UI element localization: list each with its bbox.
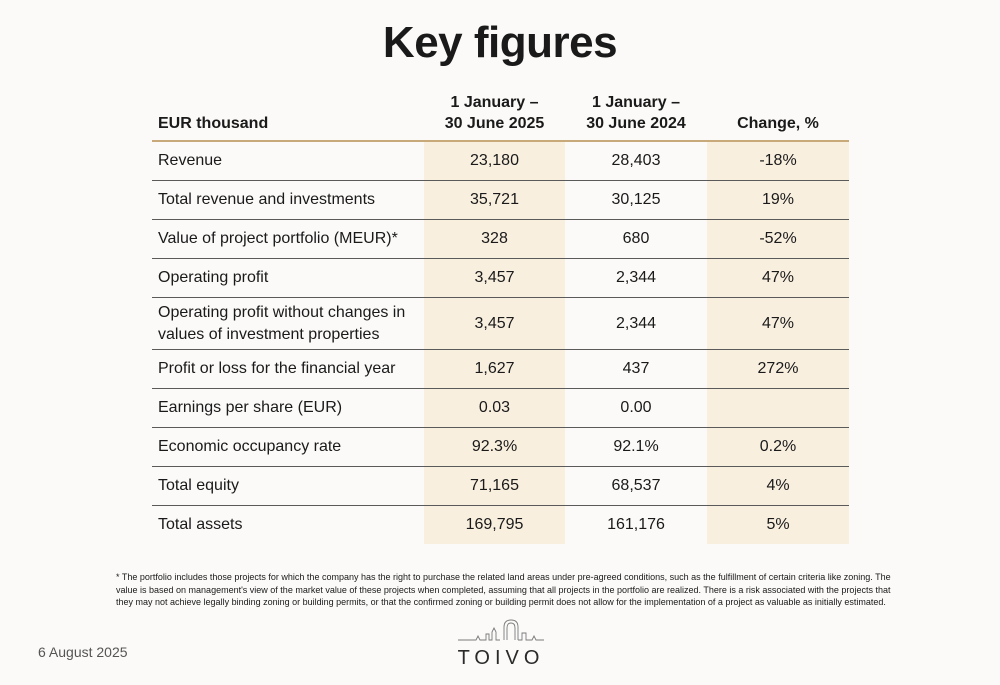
value-change: 272% <box>707 349 849 389</box>
value-change: 47% <box>707 258 849 298</box>
presentation-date: 6 August 2025 <box>38 644 128 660</box>
row-label: Total assets <box>158 516 243 533</box>
table-row: Value of project portfolio (MEUR)* 328 680… <box>152 219 849 259</box>
table-row: Operating profit without changes in valu… <box>152 297 849 350</box>
page-title: Key figures <box>382 18 618 67</box>
value-2025: 3,457 <box>424 258 565 298</box>
header-change: Change, % <box>707 88 849 142</box>
value-2024: 2,344 <box>565 258 707 298</box>
value-2024: 2,344 <box>565 297 707 350</box>
value-2024: 161,176 <box>607 516 665 533</box>
table-row: Profit or loss for the financial year 1,6… <box>152 349 849 389</box>
row-label: Operating profit <box>152 258 424 298</box>
value-2024: 437 <box>565 349 707 389</box>
value-change <box>707 388 849 428</box>
header-unit: EUR thousand <box>152 88 424 142</box>
header-2025: 1 January –30 June 2025 <box>424 88 565 142</box>
row-label: Economic occupancy rate <box>152 427 424 467</box>
value-2025: 3,457 <box>424 297 565 350</box>
row-label: Value of project portfolio (MEUR)* <box>152 219 424 259</box>
value-change: -18% <box>707 141 849 181</box>
value-2025: 92.3% <box>424 427 565 467</box>
value-change: 47% <box>707 297 849 350</box>
value-2024: 28,403 <box>565 141 707 181</box>
row-label: Total revenue and investments <box>152 180 424 220</box>
key-figures-table: EUR thousand 1 January –30 June 2025 1 J… <box>152 88 849 544</box>
table-row: Total revenue and investments 35,721 30,12… <box>152 180 849 220</box>
row-label: Total equity <box>152 466 424 506</box>
value-2024: 68,537 <box>565 466 707 506</box>
value-change: 19% <box>707 180 849 220</box>
table-row: Earnings per share (EUR) 0.03 0.00 <box>152 388 849 428</box>
row-label: Operating profit without changes in valu… <box>152 297 424 350</box>
value-2025: 71,165 <box>424 466 565 506</box>
value-2024: 0.00 <box>565 388 707 428</box>
value-change: 5% <box>707 505 849 544</box>
table-row: Operating profit 3,457 2,344 47% <box>152 258 849 298</box>
value-change: 0.2% <box>707 427 849 467</box>
table-row: Revenue 23,180 28,403 -18% <box>152 141 849 181</box>
value-change: -52% <box>707 219 849 259</box>
value-2025: 35,721 <box>424 180 565 220</box>
header-2024: 1 January –30 June 2024 <box>565 88 707 142</box>
row-label: Revenue <box>152 141 424 181</box>
value-2025: 1,627 <box>424 349 565 389</box>
table-row: Economic occupancy rate 92.3% 92.1% 0.2% <box>152 427 849 467</box>
table-row: Total assets 169,795 161,176 5% <box>152 505 849 544</box>
value-2024: 680 <box>565 219 707 259</box>
row-label: Earnings per share (EUR) <box>152 388 424 428</box>
value-change: 4% <box>707 466 849 506</box>
value-2024: 92.1% <box>565 427 707 467</box>
table-row: Total equity 71,165 68,537 4% <box>152 466 849 506</box>
logo-text: TOIVO <box>457 647 545 669</box>
skyline-icon <box>458 619 544 641</box>
table-header-row: EUR thousand 1 January –30 June 2025 1 J… <box>152 88 849 142</box>
row-label: Profit or loss for the financial year <box>152 349 424 389</box>
value-2025: 0.03 <box>424 388 565 428</box>
value-2025: 328 <box>424 219 565 259</box>
value-2025: 169,795 <box>424 505 565 544</box>
footnote: * The portfolio includes those projects … <box>116 572 891 607</box>
value-2024: 30,125 <box>565 180 707 220</box>
toivo-logo: TOIVO <box>456 614 546 670</box>
value-2025: 23,180 <box>424 141 565 181</box>
